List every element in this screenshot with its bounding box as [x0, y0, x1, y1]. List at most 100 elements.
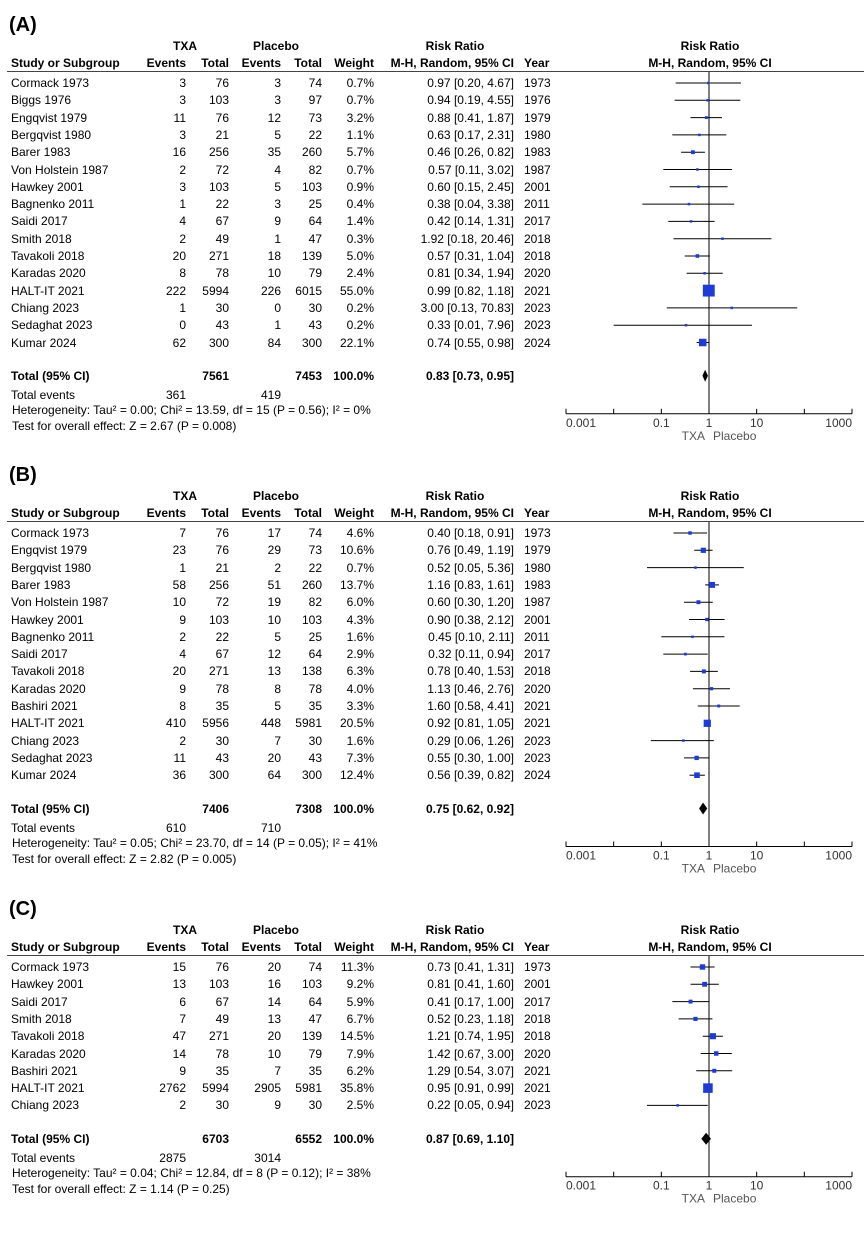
point-estimate-marker — [714, 1051, 719, 1056]
point-estimate-marker — [709, 687, 714, 691]
txa-total: 22 — [215, 197, 229, 212]
weight: 55.0% — [339, 283, 374, 298]
placebo-total: 47 — [308, 1011, 322, 1026]
placebo-total: 300 — [301, 335, 322, 350]
study-name: Bagnenko 2011 — [11, 197, 95, 212]
txa-events: 1 — [179, 560, 186, 575]
txa-total-events: 361 — [165, 387, 186, 402]
placebo-total: 74 — [308, 960, 322, 974]
txa-total: 76 — [215, 76, 229, 90]
axis-tick-label: 1000 — [825, 1179, 852, 1193]
plot-method-header: M-H, Random, 95% CI — [648, 506, 772, 520]
point-estimate-marker — [688, 531, 692, 535]
risk-ratio-ci: 0.38 [0.04, 3.38] — [427, 197, 514, 212]
placebo-events: 448 — [260, 716, 281, 731]
point-estimate-marker — [702, 284, 715, 297]
risk-ratio-ci: 0.60 [0.15, 2.45] — [427, 179, 514, 194]
txa-events: 3 — [179, 76, 186, 90]
study-name: Biggs 1976 — [11, 93, 72, 108]
total2-header: Total — [294, 940, 322, 954]
weight-header: Weight — [334, 56, 374, 70]
pooled-diamond — [702, 369, 708, 382]
weight: 4.3% — [346, 612, 374, 627]
weight: 7.3% — [346, 750, 374, 765]
point-estimate-marker — [717, 704, 721, 708]
placebo-events: 12 — [267, 647, 281, 662]
total-risk-ratio-ci: 0.83 [0.73, 0.95] — [425, 368, 514, 383]
weight: 0.3% — [346, 231, 374, 246]
weight: 5.9% — [346, 994, 374, 1009]
txa-total-n: 7561 — [202, 368, 229, 383]
study-name: Barer 1983 — [11, 145, 71, 160]
weight: 4.6% — [346, 526, 374, 540]
placebo-total-n: 7308 — [295, 801, 322, 816]
study-name: Von Holstein 1987 — [11, 162, 109, 177]
favours-placebo-label: Placebo — [713, 429, 757, 443]
placebo-total-n: 6552 — [295, 1131, 322, 1146]
txa-events: 6 — [179, 994, 186, 1009]
placebo-total: 103 — [301, 977, 322, 992]
axis-tick-label: 0.001 — [566, 416, 596, 430]
point-estimate-marker — [682, 739, 685, 742]
study-name: Engqvist 1979 — [11, 110, 88, 125]
forest-panel-c: (C) TXA Placebo Risk Ratio Risk Ratio Study o… — [0, 884, 864, 1248]
point-estimate-marker — [704, 116, 708, 120]
study-name: Barer 1983 — [11, 577, 71, 592]
group1-header: TXA — [173, 489, 197, 503]
weight: 1.6% — [346, 733, 374, 748]
axis-tick-label: 0.1 — [653, 849, 670, 863]
placebo-total: 74 — [308, 76, 322, 90]
plot-rr-header: Risk Ratio — [680, 39, 740, 53]
study-year: 2021 — [524, 699, 551, 713]
txa-events: 20 — [172, 664, 186, 679]
study-year: 2020 — [524, 1046, 551, 1061]
placebo-events: 5 — [274, 629, 281, 644]
weight: 3.3% — [346, 699, 374, 713]
txa-total-n: 6703 — [202, 1131, 229, 1146]
weight: 0.7% — [346, 162, 374, 177]
placebo-total: 25 — [308, 197, 322, 212]
study-name: Cormack 1973 — [11, 526, 90, 540]
axis-tick-label: 10 — [750, 1179, 764, 1193]
study-name: Bashiri 2021 — [11, 1063, 78, 1078]
txa-total-events: 2875 — [159, 1150, 186, 1165]
study-name: HALT-IT 2021 — [11, 716, 85, 731]
txa-events: 2 — [179, 231, 186, 246]
txa-total: 43 — [215, 318, 229, 333]
weight: 35.8% — [339, 1081, 374, 1096]
study-year: 2017 — [524, 647, 551, 662]
forest-plot-area: 0.001 0.1 1 10 1000 TXA Placebo — [565, 72, 853, 443]
group1-header: TXA — [173, 39, 197, 53]
placebo-total: 74 — [308, 526, 322, 540]
group1-header: TXA — [173, 923, 197, 937]
txa-total: 103 — [208, 93, 229, 108]
point-estimate-marker — [709, 581, 716, 588]
risk-ratio-ci: 0.94 [0.19, 4.55] — [427, 93, 514, 108]
txa-events: 2 — [179, 162, 186, 177]
txa-total: 35 — [215, 699, 229, 713]
txa-total: 103 — [208, 612, 229, 627]
overall-effect-test: Test for overall effect: Z = 2.82 (P = 0… — [12, 851, 237, 866]
placebo-events: 3 — [274, 197, 281, 212]
total2-header: Total — [294, 506, 322, 520]
txa-events: 8 — [179, 266, 186, 281]
placebo-events: 5 — [274, 179, 281, 194]
txa-total: 5994 — [202, 283, 229, 298]
study-year: 1973 — [524, 526, 551, 540]
point-estimate-marker — [706, 99, 709, 102]
year-header: Year — [524, 940, 550, 954]
point-estimate-marker — [691, 150, 695, 155]
placebo-total: 35 — [308, 1063, 322, 1078]
study-name: Smith 2018 — [11, 1011, 72, 1026]
weight: 1.4% — [346, 214, 374, 229]
study-year: 2018 — [524, 1029, 551, 1044]
placebo-events: 0 — [274, 300, 281, 315]
plot-rr-header: Risk Ratio — [680, 489, 740, 503]
total-weight: 100.0% — [333, 801, 374, 816]
placebo-total: 139 — [301, 1029, 322, 1044]
total-label: Total (95% CI) — [11, 1131, 90, 1146]
txa-events: 1 — [179, 300, 186, 315]
txa-events: 410 — [165, 716, 186, 731]
study-name: HALT-IT 2021 — [11, 1081, 85, 1096]
txa-total: 67 — [215, 994, 229, 1009]
